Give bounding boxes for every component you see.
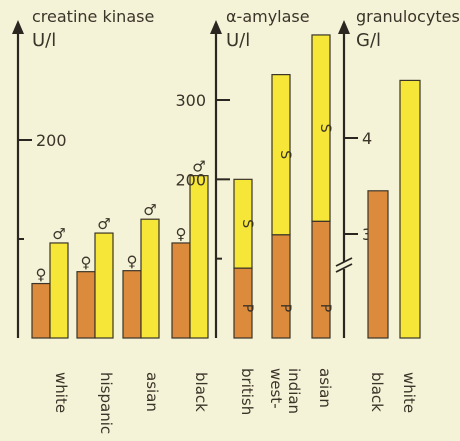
ck-bar-black-male [189,175,209,339]
ck-bar-black-female [171,242,191,339]
amylase-bar-asian-p [311,220,331,339]
ck-bar-sex-label: ♀ [127,253,138,271]
ck-bar-asian-male [140,218,160,339]
amylase-category-label: west- [267,368,285,409]
amylase-category-label: indian [285,368,303,414]
ck-bar-hispanic-female [76,271,96,339]
amylase-axis-arrow [210,20,222,34]
ck-category-label: black [192,372,210,412]
panel-amylase: α-amylase U/l 200 300 S P S P S P british west-… [175,7,334,415]
amylase-segment-s-label: S [277,150,293,159]
granulocytes-category-label: black [368,372,386,412]
amylase-segment-s-label: S [317,124,333,133]
panel-creatine-kinase: creatine kinase U/l 200 ♀ ♂ ♀ ♂ ♀ ♂ ♀ ♂ white hi… [12,7,210,434]
amylase-segment-p-label: P [277,304,293,312]
amylase-segment-p-label: P [239,304,255,312]
granulocytes-bar-black [367,190,389,339]
ck-bar-sex-label: ♀ [36,266,47,284]
ck-bar-white-male [49,242,69,339]
ck-category-label: asian [143,372,161,412]
axis-break-icon [335,257,353,273]
ck-title: creatine kinase [32,7,154,26]
ck-bar-hispanic-male [94,232,114,339]
amylase-category-label: asian [316,368,334,408]
ck-bar-sex-label: ♂ [192,158,205,176]
amylase-unit: U/l [226,30,250,51]
ck-bar-asian-female [122,270,142,339]
granulocytes-tick-label: 4 [362,129,372,148]
amylase-segment-p-label: P [317,304,333,312]
ck-category-label: hispanic [97,372,115,434]
ck-tick-label: 200 [36,131,67,150]
panel-granulocytes: granulocytes G/l 3 4 black white [335,7,460,413]
ck-bar-sex-label: ♂ [143,201,156,219]
ck-bar-white-female [31,282,51,339]
amylase-segment-s-label: S [239,219,255,228]
amylase-title: α-amylase [226,7,310,26]
ck-bar-sex-label: ♀ [81,254,92,272]
ck-axis-arrow [12,20,24,34]
ck-bar-sex-label: ♀ [176,225,187,243]
ck-unit: U/l [32,30,56,51]
ck-bar-sex-label: ♂ [52,225,65,243]
amylase-bar-west-indian-p [271,234,291,339]
granulocytes-bar-white [399,79,421,339]
ck-category-label: white [52,372,70,413]
granulocytes-tick-label: 3 [362,225,372,244]
amylase-category-label: british [238,368,256,415]
ck-bar-sex-label: ♂ [97,215,110,233]
granulocytes-title: granulocytes [356,7,460,26]
granulocytes-axis-arrow [338,20,350,34]
amylase-tick-label: 200 [175,170,206,189]
amylase-tick-label: 300 [175,91,206,110]
granulocytes-unit: G/l [356,30,381,51]
granulocytes-category-label: white [400,372,418,413]
amylase-bar-british-p [233,267,253,339]
